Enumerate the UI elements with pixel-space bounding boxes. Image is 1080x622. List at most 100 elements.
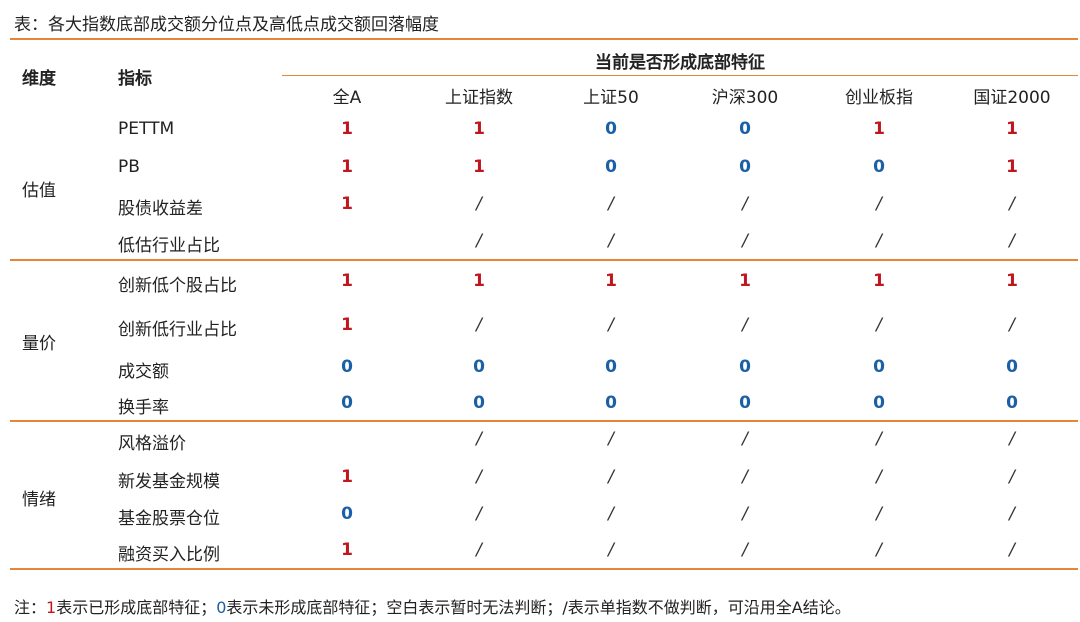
table-cell: / [608, 540, 614, 560]
indicator-label: 创新低个股占比 [118, 276, 237, 296]
table-cell: 0 [605, 119, 617, 139]
table-cell: / [476, 315, 482, 335]
column-header: 上证指数 [445, 88, 513, 108]
table-cell: / [742, 540, 748, 560]
indicator-label: 股债收益差 [118, 199, 203, 219]
table-cell: 0 [739, 393, 751, 413]
table-cell: 1 [1006, 271, 1018, 291]
table-cell: / [608, 429, 614, 449]
indicator-label: 新发基金规模 [118, 472, 220, 492]
table-cell: / [742, 429, 748, 449]
table-cell: 0 [605, 357, 617, 377]
table-cell: / [608, 504, 614, 524]
table-cell: / [876, 315, 882, 335]
table-cell: 1 [341, 157, 353, 177]
table-cell: / [876, 467, 882, 487]
table-cell: / [742, 504, 748, 524]
indicator-label: 基金股票仓位 [118, 509, 220, 529]
table-cell: / [876, 540, 882, 560]
footnote: 注：1表示已形成底部特征；0表示未形成底部特征；空白表示暂时无法判断；/表示单指… [14, 594, 851, 618]
table-cell: 1 [341, 271, 353, 291]
header-indicator: 指标 [118, 69, 152, 89]
table-cell: 1 [341, 540, 353, 560]
column-header: 沪深300 [711, 88, 779, 108]
table-cell: / [1009, 231, 1015, 251]
table-cell: 1 [1006, 119, 1018, 139]
top-rule [10, 38, 1078, 40]
table-cell: 0 [473, 393, 485, 413]
table-cell: 0 [873, 157, 885, 177]
section-separator [10, 420, 1078, 422]
table-cell: / [1009, 540, 1015, 560]
table-cell: / [476, 194, 482, 214]
indicator-label: 融资买入比例 [118, 545, 220, 565]
table-cell: 0 [605, 157, 617, 177]
column-header: 上证50 [583, 88, 639, 108]
table-cell: / [608, 315, 614, 335]
table-cell: / [1009, 315, 1015, 335]
table-cell: 0 [605, 393, 617, 413]
table-cell: / [742, 315, 748, 335]
table-cell: / [742, 467, 748, 487]
table-cell: 1 [341, 194, 353, 214]
table-cell: 1 [341, 315, 353, 335]
table-cell: / [476, 429, 482, 449]
table-cell: / [1009, 194, 1015, 214]
indicator-label: PB [118, 157, 140, 177]
column-header: 国证2000 [973, 88, 1051, 108]
table-cell: / [476, 231, 482, 251]
table-cell: 0 [873, 393, 885, 413]
column-header: 创业板指 [845, 88, 913, 108]
table-cell: 0 [341, 357, 353, 377]
table-cell: / [1009, 467, 1015, 487]
table-cell: / [1009, 429, 1015, 449]
table-cell: 1 [473, 157, 485, 177]
table-cell: 0 [473, 357, 485, 377]
indicator-label: PETTM [118, 119, 175, 139]
table-cell: / [876, 194, 882, 214]
table-cell: 0 [873, 357, 885, 377]
table-cell: 0 [739, 357, 751, 377]
indicator-label: 成交额 [118, 362, 169, 382]
table-cell: 1 [739, 271, 751, 291]
table-cell: / [476, 467, 482, 487]
table-cell: 1 [473, 271, 485, 291]
table-cell: / [476, 504, 482, 524]
dimension-label: 量价 [22, 334, 56, 354]
footnote-zero: 0 [216, 598, 227, 617]
table-cell: / [742, 194, 748, 214]
indicator-label: 创新低行业占比 [118, 320, 237, 340]
table-cell: 1 [341, 119, 353, 139]
table-cell: / [608, 231, 614, 251]
section-separator [10, 259, 1078, 261]
table-cell: 1 [473, 119, 485, 139]
table-cell: / [1009, 504, 1015, 524]
footnote-zero-text: 表示未形成底部特征；空白表示暂时无法判断；/表示单指数不做判断，可沿用全A结论。 [226, 598, 851, 617]
table-caption: 表：各大指数底部成交额分位点及高低点成交额回落幅度 [14, 15, 439, 35]
column-header: 全A [332, 88, 362, 108]
table-cell: 1 [873, 119, 885, 139]
header-group-title: 当前是否形成底部特征 [595, 53, 765, 73]
table-cell: / [876, 231, 882, 251]
table-cell: 0 [1006, 393, 1018, 413]
table-cell: / [742, 231, 748, 251]
table-cell: 0 [341, 504, 353, 524]
table-cell: 0 [341, 393, 353, 413]
header-group-rule [282, 75, 1078, 76]
table-cell: 1 [605, 271, 617, 291]
footnote-prefix: 注： [14, 598, 47, 617]
footnote-one: 1 [46, 598, 57, 617]
table-cell: 0 [739, 157, 751, 177]
header-dimension: 维度 [22, 69, 56, 89]
table-cell: / [876, 504, 882, 524]
table-cell: 1 [1006, 157, 1018, 177]
table-cell: 0 [739, 119, 751, 139]
indicator-label: 换手率 [118, 398, 169, 418]
dimension-label: 估值 [22, 181, 56, 201]
table-cell: / [876, 429, 882, 449]
dimension-label: 情绪 [22, 490, 56, 510]
footnote-one-text: 表示已形成底部特征； [56, 598, 217, 617]
indicator-label: 低估行业占比 [118, 236, 220, 256]
table-cell: 1 [341, 467, 353, 487]
